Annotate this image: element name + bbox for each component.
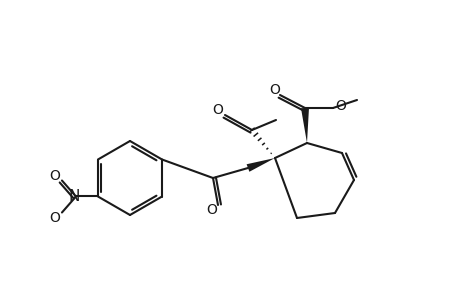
Text: O: O <box>212 103 223 117</box>
Text: O: O <box>50 211 60 224</box>
Text: O: O <box>335 99 346 113</box>
Polygon shape <box>246 158 274 172</box>
Text: O: O <box>269 83 280 97</box>
Text: O: O <box>50 169 60 182</box>
Polygon shape <box>300 108 308 143</box>
Text: O: O <box>206 203 217 217</box>
Text: N: N <box>68 189 79 204</box>
